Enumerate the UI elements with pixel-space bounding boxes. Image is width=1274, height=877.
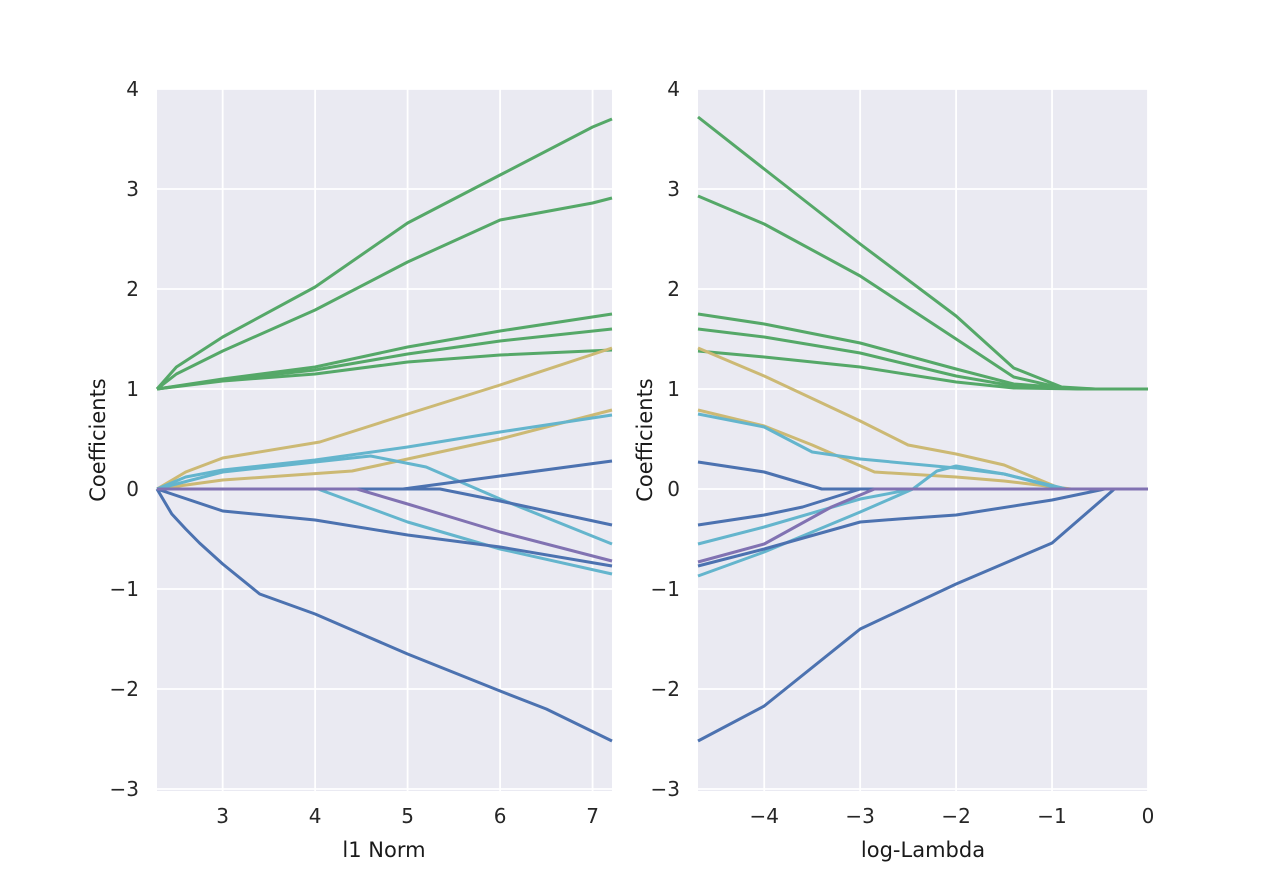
- x-tick-label: 6: [494, 804, 507, 828]
- x-tick-label: −1: [1037, 804, 1066, 828]
- coefficient-path-cyan-2: [156, 454, 613, 546]
- y-tick-label: 2: [126, 277, 139, 301]
- plot-area-right: [698, 89, 1148, 791]
- x-tick-label: −4: [749, 804, 778, 828]
- x-axis-label-right: log-Lambda: [861, 838, 985, 862]
- y-tick-label: 4: [667, 77, 680, 101]
- coefficient-path-purple-1: [157, 487, 613, 563]
- x-axis-label-left: l1 Norm: [342, 838, 425, 862]
- coefficient-path-cyan-2: [697, 464, 1148, 546]
- coefficient-path-purple-1: [697, 487, 1148, 564]
- x-tick-label: 7: [586, 804, 599, 828]
- coefficient-path-blue-2: [156, 487, 613, 568]
- plot-area-left: [157, 89, 612, 791]
- x-tick-label: −3: [845, 804, 874, 828]
- coefficient-path-green-5: [156, 348, 613, 391]
- y-axis-label-left: Coefficients: [86, 378, 110, 502]
- y-tick-label: 3: [667, 177, 680, 201]
- y-tick-label: 0: [667, 477, 680, 501]
- y-tick-label: −1: [110, 577, 139, 601]
- y-tick-label: −2: [110, 677, 139, 701]
- x-tick-label: −2: [941, 804, 970, 828]
- coefficient-path-green-2: [156, 196, 613, 391]
- coefficient-path-gold-2: [156, 408, 613, 491]
- panel-right: −4 −3 −2 −1 0 4 3 2 1 0 −1 −2 −3: [651, 77, 1155, 828]
- x-tick-label: 5: [401, 804, 414, 828]
- y-axis-label-right: Coefficients: [633, 378, 657, 502]
- coefficient-path-green-1: [155, 117, 613, 390]
- panel-left: 3 4 5 6 7 4 3 2 1 0 −1 −2 −3: [110, 77, 613, 828]
- coefficient-path-gold-1: [156, 346, 613, 491]
- x-tick-label: 0: [1142, 804, 1155, 828]
- x-tick-label: 4: [309, 804, 322, 828]
- y-tick-label: 2: [667, 277, 680, 301]
- y-tick-label: −2: [651, 677, 680, 701]
- y-tick-label: 1: [667, 377, 680, 401]
- y-tick-label: 3: [126, 177, 139, 201]
- coefficient-path-blue-2: [697, 487, 1148, 568]
- y-tick-label: 0: [126, 477, 139, 501]
- panels-group: 3 4 5 6 7 4 3 2 1 0 −1 −2 −3 −4 −3 −2 −1 0 4 3 2 1 0 −1 −2 −3: [110, 77, 1155, 828]
- coefficient-path-cyan-1: [156, 413, 613, 491]
- coefficient-path-green-5: [697, 349, 1148, 391]
- x-tick-label: 3: [216, 804, 229, 828]
- y-tick-label: 1: [126, 377, 139, 401]
- y-tick-label: −3: [110, 777, 139, 801]
- coefficient-path-blue-1: [155, 488, 613, 743]
- y-tick-label: −3: [651, 777, 680, 801]
- y-tick-label: 4: [126, 77, 139, 101]
- y-tick-label: −1: [651, 577, 680, 601]
